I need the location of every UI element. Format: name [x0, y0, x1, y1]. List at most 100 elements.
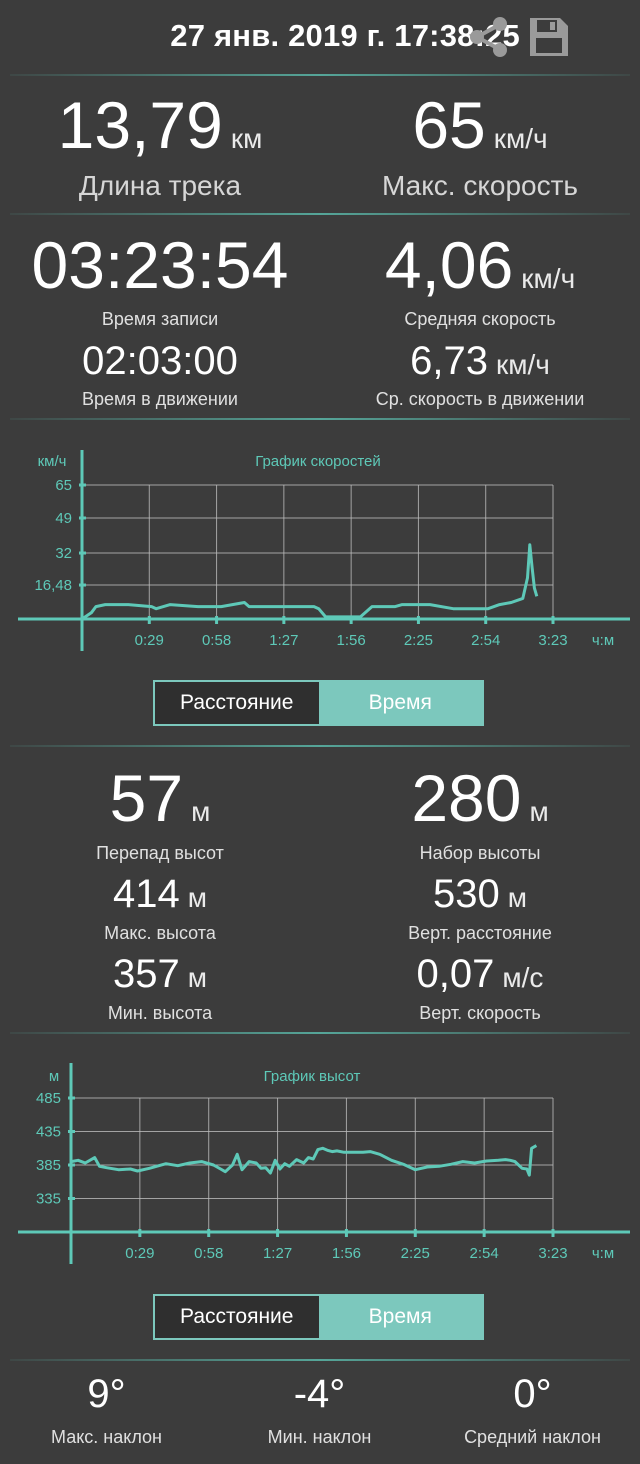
vert-speed-unit: м/с [502, 962, 544, 993]
avg-moving-speed-unit: км/ч [495, 349, 550, 380]
min-elevation-value: 357 [113, 952, 180, 996]
min-slope-label: Мин. наклон [267, 1427, 372, 1447]
vert-distance-value: 530 [433, 872, 500, 916]
divider [10, 213, 630, 215]
vert-distance: 530 м [320, 874, 640, 914]
track-length-unit: км [230, 123, 263, 154]
record-time: 03:23:54 [0, 232, 320, 298]
max-speed-label: Макс. скорость [381, 170, 579, 201]
elevation-chart-y-tick-label: 335 [36, 1191, 61, 1208]
speed-chart-y-tick-label: 32 [55, 545, 72, 562]
max-elevation-unit: м [187, 882, 207, 913]
speed-chart-x-tick-label: 1:56 [337, 632, 366, 649]
speed-chart-x-tick-label: 0:58 [202, 632, 231, 649]
vert-distance-unit: м [507, 882, 527, 913]
speed-chart-x-tick-label: 2:54 [471, 632, 500, 649]
moving-time-value: 02:03:00 [82, 339, 238, 383]
speed-chart-y-tick-label: 49 [55, 510, 72, 527]
speed-chart-x-tick-label: 0:29 [135, 632, 164, 649]
speed-chart-x-tick-label: 2:25 [404, 632, 433, 649]
divider [10, 74, 630, 76]
max-slope-label: Макс. наклон [51, 1427, 162, 1447]
max-elevation-label: Макс. высота [104, 923, 216, 943]
speed-toggle-distance[interactable]: Расстояние [155, 682, 319, 724]
speed-chart-y-tick-label: 16,48 [34, 577, 72, 594]
vert-distance-label: Верт. расстояние [408, 923, 552, 943]
elevation-drop-unit: м [191, 796, 211, 827]
elevation-chart-x-tick-label: 3:23 [538, 1245, 567, 1262]
elevation-gain-label: Набор высоты [419, 843, 541, 863]
elevation-chart-y-axis-title: м [49, 1068, 59, 1085]
track-length: 13,79 км [0, 92, 320, 158]
moving-time: 02:03:00 [0, 341, 320, 381]
speed-chart-y-axis-title: км/ч [38, 453, 67, 470]
elevation-chart-y-tick-label: 435 [36, 1124, 61, 1141]
divider [10, 1359, 630, 1361]
elevation-chart-x-tick-label: 0:29 [125, 1245, 154, 1262]
avg-speed-value: 4,06 [384, 228, 514, 302]
max-slope-value: 9° [87, 1372, 126, 1416]
avg-speed-unit: км/ч [521, 263, 576, 294]
avg-moving-speed: 6,73 км/ч [320, 341, 640, 381]
divider [10, 418, 630, 420]
elevation-chart-series-line [70, 1144, 538, 1177]
moving-time-label: Время в движении [82, 389, 238, 409]
elevation-gain: 280 м [320, 765, 640, 831]
elevation-chart-x-tick-label: 1:56 [332, 1245, 361, 1262]
vert-speed-label: Верт. скорость [419, 1003, 541, 1023]
avg-slope: 0° [426, 1374, 639, 1414]
speed-chart-mode-toggle[interactable]: Расстояние Время [153, 680, 484, 726]
max-speed: 65 км/ч [320, 92, 640, 158]
save-icon[interactable] [526, 14, 572, 60]
track-length-value: 13,79 [57, 88, 223, 162]
avg-slope-value: 0° [513, 1372, 552, 1416]
datetime-title: 27 янв. 2019 г. 17:38:25 [170, 18, 520, 53]
elevation-chart-y-tick-label: 385 [36, 1157, 61, 1174]
divider [10, 745, 630, 747]
min-slope: -4° [213, 1374, 426, 1414]
min-slope-value: -4° [293, 1372, 346, 1416]
max-slope: 9° [0, 1374, 213, 1414]
speed-chart-series-line [81, 543, 539, 621]
speed-chart-x-tick-label: 1:27 [269, 632, 298, 649]
speed-chart-x-axis-title: ч:м [592, 632, 614, 649]
speed-chart-title: График скоростей [255, 453, 381, 470]
elevation-gain-unit: м [529, 796, 549, 827]
max-speed-unit: км/ч [493, 123, 548, 154]
elevation-chart-x-axis-title: ч:м [592, 1245, 614, 1262]
elevation-drop-label: Перепад высот [96, 843, 224, 863]
avg-moving-speed-value: 6,73 [410, 339, 488, 383]
min-elevation: 357 м [0, 954, 320, 994]
min-elevation-unit: м [187, 962, 207, 993]
elevation-chart-x-tick-label: 2:25 [401, 1245, 430, 1262]
record-time-value: 03:23:54 [31, 228, 289, 302]
max-speed-value: 65 [412, 88, 486, 162]
track-length-label: Длина трека [78, 170, 242, 201]
elevation-chart-x-tick-label: 1:27 [263, 1245, 292, 1262]
avg-moving-speed-label: Ср. скорость в движении [375, 389, 585, 409]
elevation-gain-value: 280 [411, 761, 522, 835]
elevation-chart-x-tick-label: 2:54 [470, 1245, 499, 1262]
max-elevation-value: 414 [113, 872, 180, 916]
vert-speed: 0,07 м/с [320, 954, 640, 994]
divider [10, 1032, 630, 1034]
elevation-chart-y-tick-label: 485 [36, 1090, 61, 1107]
record-time-label: Время записи [101, 309, 219, 329]
speed-chart[interactable]: 65 49 32 16,48 0:29 0:58 1:27 1:56 2:25 2:54 3:23 к… [0, 440, 640, 660]
speed-toggle-time[interactable]: Время [318, 682, 482, 724]
speed-chart-y-tick-label: 65 [55, 477, 72, 494]
vert-speed-value: 0,07 [416, 952, 495, 996]
avg-speed: 4,06 км/ч [320, 232, 640, 298]
share-icon[interactable] [466, 14, 512, 60]
elevation-drop: 57 м [0, 765, 320, 831]
elevation-chart[interactable]: 485 435 385 335 0:29 0:58 1:27 1:56 2:25 2:54 3:23… [0, 1055, 640, 1275]
elevation-drop-value: 57 [109, 761, 184, 835]
elevation-chart-mode-toggle[interactable]: Расстояние Время [153, 1294, 484, 1340]
elevation-chart-x-tick-label: 0:58 [194, 1245, 223, 1262]
elevation-toggle-time[interactable]: Время [318, 1296, 482, 1338]
elevation-toggle-distance[interactable]: Расстояние [155, 1296, 319, 1338]
avg-speed-label: Средняя скорость [404, 309, 556, 329]
elevation-chart-title: График высот [264, 1068, 361, 1085]
avg-slope-label: Средний наклон [464, 1427, 601, 1447]
max-elevation: 414 м [0, 874, 320, 914]
